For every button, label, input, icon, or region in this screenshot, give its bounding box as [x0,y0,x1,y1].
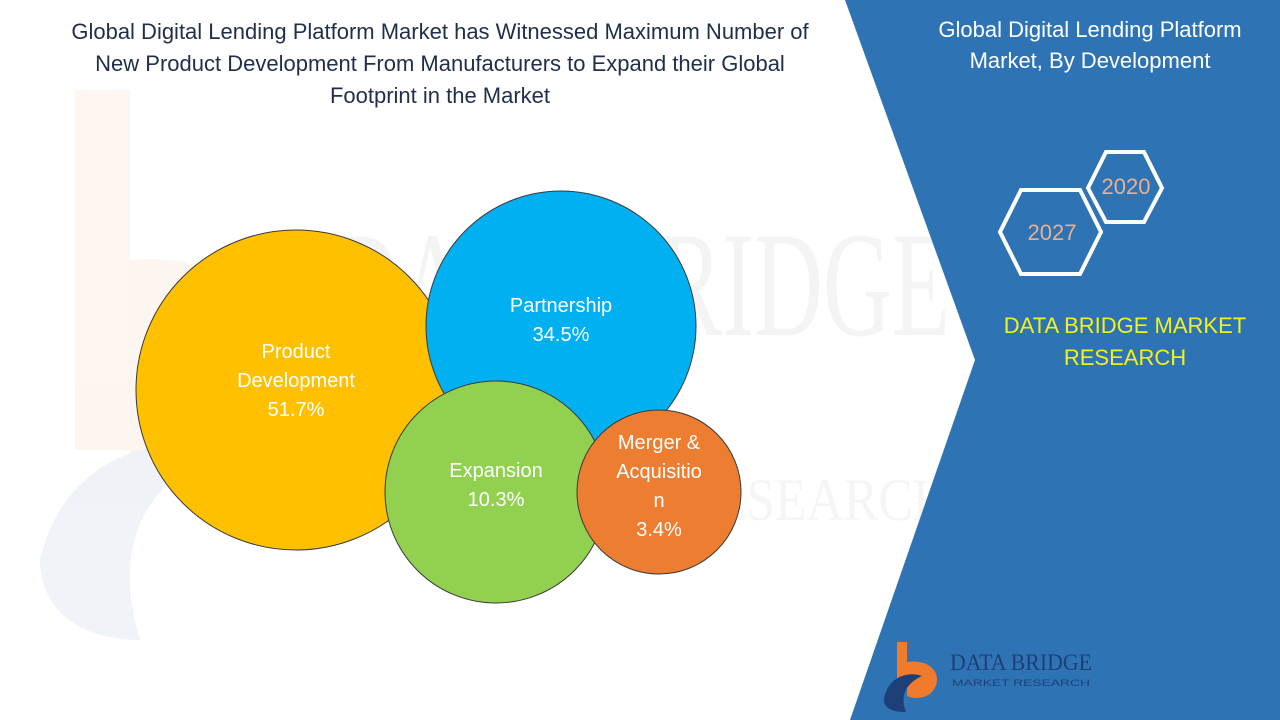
page-title-line-2: New Product Development From Manufacture… [95,51,785,76]
bubble-value-merger-and-acquisition: 3.4% [636,519,682,541]
logo-subtext: MARKET RESEARCH [952,678,1090,688]
brand-name-line-1: DATA BRIDGE MARKET [1003,313,1247,338]
logo-mark [884,642,937,712]
badge-2027-label: 2027 [1028,220,1077,245]
bubble-value-partnership: 34.5% [533,324,590,346]
bubble-label-merger-and-acquisition: Merger & [618,432,701,454]
bubble-label-partnership: Partnership [510,295,612,317]
bubble-value-expansion: 10.3% [468,489,525,511]
bubble-label-expansion: Expansion [449,460,542,482]
bubble-expansion: Expansion 10.3% [384,380,608,604]
brand-name-line-2: RESEARCH [1063,345,1187,370]
side-panel-background [845,0,1280,720]
badge-2020-label: 2020 [1102,174,1151,199]
page-title-line-3: Footprint in the Market [329,83,551,108]
logo: DATA BRIDGE MARKET RESEARCH [884,642,1092,712]
panel-title-line-1: Global Digital Lending Platform [938,17,1242,42]
year-badges [997,150,1165,276]
panel-title-line-2: Market, By Development [969,48,1211,73]
bubble-circle-merger-and-acquisition [576,409,742,575]
bubble-label-product-development: Development [237,370,355,392]
logo-text: DATA BRIDGE [950,650,1092,675]
hexagon-2020 [1085,150,1165,224]
bubble-merger-and-acquisition: Merger & Acquisitio n 3.4% [576,409,742,575]
page-title-line-1: Global Digital Lending Platform Market h… [71,19,809,44]
bubble-value-product-development: 51.7% [268,399,325,421]
bubble-label-merger-and-acquisition: n [653,490,664,512]
bubble-label-product-development: Product [262,341,331,363]
bubble-label-merger-and-acquisition: Acquisitio [616,461,702,483]
bubble-product-development: Product Development 51.7% [135,229,457,551]
hexagon-2027 [997,188,1104,276]
